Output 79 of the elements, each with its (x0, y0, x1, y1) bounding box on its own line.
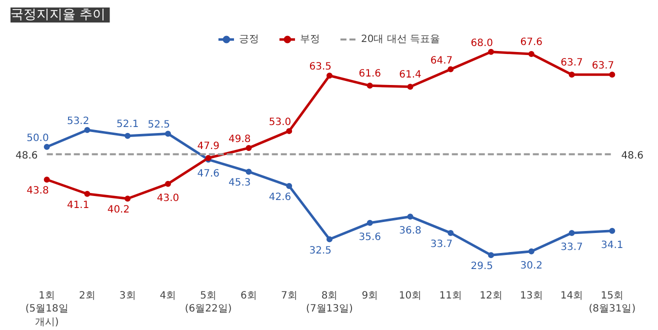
x-tick-label: 12회 (480, 290, 502, 302)
x-tick-label: 1회(5월18일 개시) (25, 290, 68, 328)
legend-label: 부정 (300, 33, 320, 46)
x-tick-label: 3회 (119, 290, 136, 302)
data-label: 68.0 (470, 38, 494, 49)
data-label: 49.8 (228, 134, 251, 145)
point (246, 144, 252, 151)
data-label: 41.1 (66, 200, 90, 211)
x-tick-label: 4회 (160, 290, 176, 302)
point (84, 127, 90, 134)
point (448, 66, 454, 72)
data-label: 30.2 (520, 260, 543, 272)
data-label: 43.8 (26, 186, 49, 197)
data-label: 35.6 (358, 232, 382, 243)
data-label: 64.7 (430, 55, 453, 66)
point (488, 48, 494, 55)
x-tick-label: 13회 (520, 290, 543, 302)
x-tick-label: 9회 (362, 290, 378, 302)
data-label: 45.3 (228, 178, 251, 189)
data-label: 48.6 (16, 150, 38, 162)
point (286, 182, 292, 189)
data-label: 63.7 (592, 60, 614, 72)
x-tick-label: 6회 (240, 290, 257, 302)
data-label: 52.1 (116, 118, 139, 130)
point (326, 72, 332, 79)
chart-title: 국정지지율 추이 (10, 8, 106, 22)
point (366, 82, 373, 89)
point (44, 176, 50, 183)
legend-label: 긍정 (238, 33, 259, 46)
point (609, 228, 616, 234)
point (164, 180, 171, 187)
point (246, 168, 252, 175)
point (609, 72, 616, 78)
point (124, 132, 131, 139)
point (407, 84, 414, 90)
x-tick-label: 15회(8월31일) (588, 290, 636, 315)
x-tick-label: 5회(6월22일) (184, 290, 232, 315)
data-label: 47.6 (197, 168, 220, 180)
data-label: 50.0 (26, 132, 49, 144)
data-label: 52.5 (148, 120, 170, 131)
data-label: 48.6 (621, 150, 644, 162)
data-label: 32.5 (309, 245, 332, 256)
x-tick-label: 2회 (79, 290, 96, 302)
data-label: 67.6 (520, 37, 543, 48)
point (366, 220, 373, 226)
data-label: 34.1 (601, 240, 624, 251)
point (407, 214, 414, 220)
data-label: 53.0 (268, 117, 292, 128)
point (488, 252, 494, 258)
data-label: 33.7 (430, 238, 453, 250)
point (164, 130, 171, 137)
point (124, 196, 131, 202)
data-label: 40.2 (107, 204, 130, 216)
point (568, 72, 575, 78)
x-tick-label: 14회 (560, 290, 584, 302)
data-label: 33.7 (560, 242, 583, 253)
data-label: 63.7 (560, 58, 583, 69)
data-label: 61.6 (358, 68, 382, 80)
point (286, 128, 292, 134)
x-tick-label: 8회(7월13일) (306, 290, 354, 315)
point (448, 230, 454, 236)
data-label: 61.4 (399, 70, 422, 81)
point (568, 230, 575, 236)
data-label: 36.8 (399, 226, 422, 237)
point (326, 236, 332, 242)
data-label: 42.6 (268, 192, 292, 203)
x-tick-label: 7회 (280, 290, 298, 302)
point (528, 248, 534, 254)
point (84, 190, 90, 197)
x-tick-label: 11회 (439, 290, 462, 302)
data-label: 43.0 (156, 192, 180, 204)
x-tick-label: 10회 (398, 290, 422, 302)
data-label: 47.9 (197, 140, 220, 152)
point (44, 144, 50, 150)
point (528, 51, 534, 57)
legend-label: 20대 대선 득표율 (360, 33, 440, 46)
data-label: 29.5 (470, 261, 494, 272)
data-label: 63.5 (309, 62, 332, 73)
data-label: 53.2 (66, 116, 90, 128)
